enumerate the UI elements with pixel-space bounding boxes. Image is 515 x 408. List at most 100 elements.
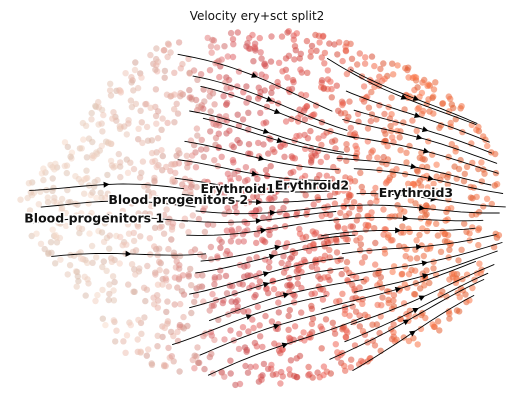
cell-point (52, 260, 59, 267)
cell-point (95, 98, 102, 106)
cell-point (229, 36, 237, 43)
cell-point (234, 303, 241, 310)
cell-point (347, 223, 354, 230)
cell-point (189, 356, 196, 364)
cell-point (422, 314, 429, 322)
cell-point (219, 299, 226, 307)
cell-point (394, 202, 401, 209)
cell-point (245, 126, 252, 133)
cell-point (334, 224, 342, 231)
cell-point (349, 281, 356, 289)
cell-point (250, 324, 257, 332)
cell-point (318, 141, 325, 149)
cell-point (333, 249, 341, 256)
cell-point (185, 228, 192, 236)
cell-point (405, 74, 412, 81)
cell-point (414, 84, 421, 91)
cell-point (275, 299, 282, 306)
cell-point (98, 194, 105, 202)
cell-point (308, 320, 316, 328)
cell-point (358, 357, 365, 365)
cell-point (309, 315, 317, 322)
cell-point (316, 172, 323, 179)
cell-point (159, 152, 166, 160)
cell-point (193, 125, 201, 132)
cell-point (414, 341, 421, 348)
cell-point (152, 271, 159, 278)
cell-point (321, 243, 328, 250)
cell-point (159, 167, 166, 174)
cell-point (366, 154, 373, 161)
cell-point (110, 164, 117, 171)
cell-point (371, 225, 378, 232)
cell-point (450, 104, 457, 112)
cell-point (207, 243, 215, 251)
cell-point (94, 176, 101, 184)
cell-point (176, 321, 184, 329)
cell-point (388, 94, 395, 101)
cell-point (235, 345, 243, 353)
cell-point (268, 318, 276, 325)
cell-point (286, 306, 293, 314)
cell-point (456, 294, 463, 301)
cell-point (146, 235, 153, 242)
cell-point (201, 365, 208, 373)
cell-point (192, 292, 200, 299)
cell-point (430, 265, 437, 272)
cell-point (117, 87, 124, 95)
cell-point (338, 98, 346, 105)
cell-point (326, 276, 333, 284)
cell-point (387, 122, 394, 130)
cell-point (447, 119, 454, 127)
cell-point (271, 148, 278, 156)
cell-point (163, 268, 170, 275)
cell-point (135, 210, 142, 217)
cell-point (460, 178, 468, 185)
cell-point (475, 208, 483, 216)
velocity-arrowhead (258, 155, 265, 162)
cell-point (188, 309, 195, 317)
cell-point (302, 92, 310, 99)
cell-point (426, 108, 433, 115)
cell-point (203, 145, 210, 153)
cell-point (467, 183, 474, 191)
cell-point (321, 49, 329, 57)
cell-point (277, 143, 284, 150)
cell-point (412, 200, 419, 207)
cell-point (119, 207, 127, 215)
cell-point (313, 266, 321, 273)
cell-point (123, 131, 130, 138)
cell-point (443, 293, 450, 300)
cell-point (230, 143, 237, 151)
cell-point (194, 344, 201, 351)
cell-point (45, 250, 52, 257)
cell-point (302, 145, 309, 152)
cell-point (257, 109, 264, 117)
cell-point (139, 158, 147, 165)
cell-point (227, 238, 235, 245)
cell-point (163, 206, 170, 213)
cell-point (353, 217, 360, 224)
cell-point (125, 117, 132, 124)
cell-point (334, 349, 341, 356)
cell-point (186, 86, 193, 94)
cell-point (291, 323, 299, 330)
cell-point (164, 318, 172, 325)
cell-point (137, 107, 144, 115)
cell-point (141, 314, 148, 321)
cell-point (195, 103, 202, 110)
cell-point (231, 170, 238, 178)
cell-point (430, 86, 438, 93)
cell-point (251, 293, 258, 301)
cell-point (189, 212, 196, 219)
cell-point (262, 119, 270, 126)
cell-point (245, 308, 252, 315)
cell-point (261, 61, 268, 68)
cell-point (211, 274, 218, 281)
cell-point (405, 337, 413, 345)
cell-point (161, 67, 169, 75)
cell-point (127, 97, 135, 104)
cell-point (411, 73, 418, 81)
cell-point (256, 278, 264, 285)
cell-point (135, 316, 142, 324)
